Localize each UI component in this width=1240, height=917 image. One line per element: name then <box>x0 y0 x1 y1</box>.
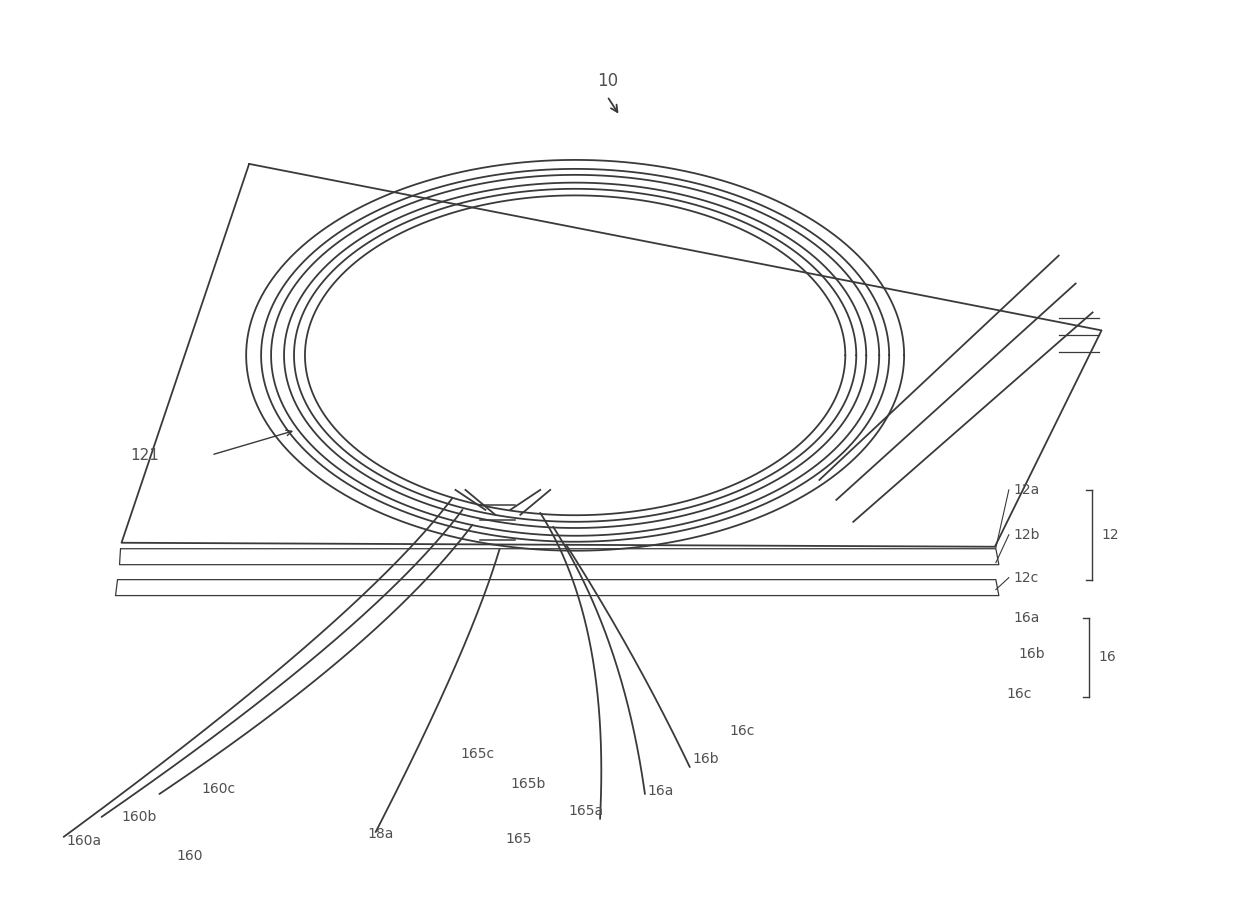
Text: 12a: 12a <box>1014 483 1040 497</box>
Text: 165c: 165c <box>460 747 495 761</box>
Text: 165: 165 <box>506 832 532 845</box>
Text: 160b: 160b <box>122 810 157 823</box>
Text: 16b: 16b <box>693 752 719 766</box>
Text: 12b: 12b <box>1014 528 1040 542</box>
Text: 16b: 16b <box>1019 647 1045 661</box>
Text: 16a: 16a <box>649 784 675 798</box>
Text: 16: 16 <box>1099 650 1116 665</box>
Text: 165a: 165a <box>568 804 604 818</box>
Text: 160c: 160c <box>201 782 236 796</box>
Text: 16c: 16c <box>729 724 755 738</box>
Text: 160: 160 <box>176 849 203 863</box>
Text: 165b: 165b <box>511 777 546 791</box>
Text: 160a: 160a <box>67 834 102 848</box>
Text: 16c: 16c <box>1007 687 1032 702</box>
Text: 12c: 12c <box>1014 570 1039 585</box>
Text: 121: 121 <box>130 447 160 462</box>
Text: 16a: 16a <box>1014 611 1040 624</box>
Text: 10: 10 <box>598 72 619 90</box>
Text: 18a: 18a <box>368 827 394 841</box>
Text: 12: 12 <box>1101 528 1120 542</box>
